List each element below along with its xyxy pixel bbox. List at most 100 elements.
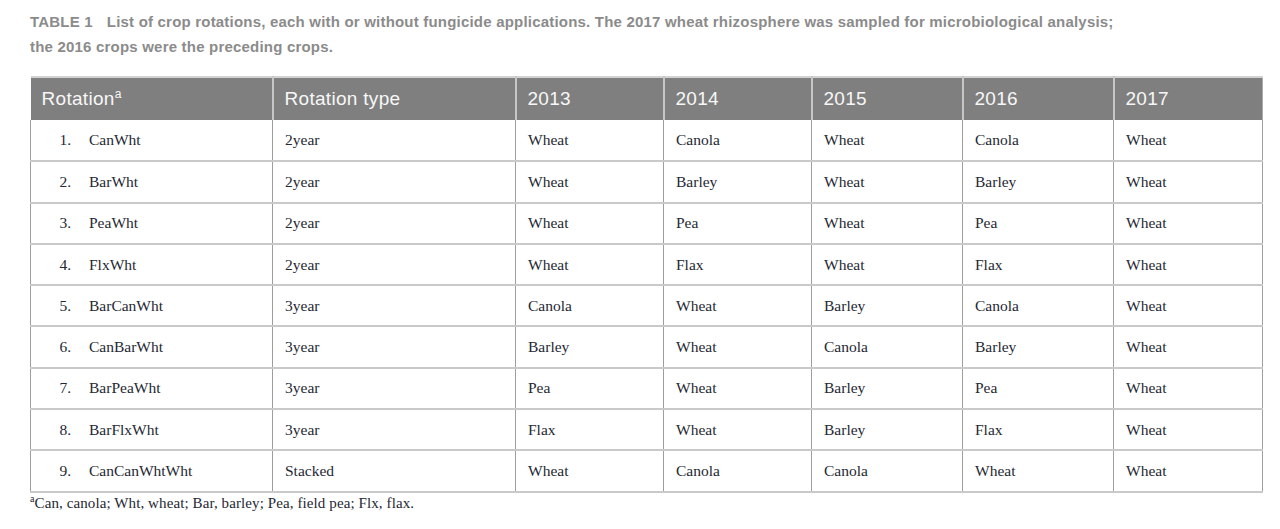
row-number: 1. bbox=[31, 131, 71, 149]
cell-2013: Flax bbox=[516, 409, 664, 450]
cell-2017: Wheat bbox=[1114, 120, 1263, 161]
cell-2014: Wheat bbox=[664, 368, 812, 409]
table-caption-label: TABLE 1 bbox=[30, 13, 93, 30]
rotation-type-cell: 2year bbox=[273, 244, 516, 285]
rotation-name: BarPeaWht bbox=[71, 379, 160, 396]
cell-2016: Pea bbox=[963, 203, 1114, 244]
rotation-cell: 8.BarFlxWht bbox=[31, 409, 273, 450]
cell-2016: Wheat bbox=[963, 450, 1114, 491]
cell-2016: Pea bbox=[963, 368, 1114, 409]
cell-2013: Pea bbox=[516, 368, 664, 409]
cell-2016: Flax bbox=[963, 244, 1114, 285]
rotation-type-cell: 3year bbox=[273, 368, 516, 409]
cell-2013: Wheat bbox=[516, 244, 664, 285]
cell-2015: Canola bbox=[812, 326, 963, 367]
table-row: 3.PeaWht 2year Wheat Pea Wheat Pea Wheat bbox=[31, 203, 1263, 244]
cell-2017: Wheat bbox=[1114, 161, 1263, 202]
cell-2016: Flax bbox=[963, 409, 1114, 450]
cell-2016: Barley bbox=[963, 161, 1114, 202]
cell-2016: Canola bbox=[963, 285, 1114, 326]
cell-2013: Wheat bbox=[516, 161, 664, 202]
rotation-cell: 7.BarPeaWht bbox=[31, 368, 273, 409]
rotation-name: CanWht bbox=[71, 131, 141, 148]
cell-2013: Wheat bbox=[516, 450, 664, 491]
cell-2017: Wheat bbox=[1114, 203, 1263, 244]
rotation-superscript: a bbox=[115, 87, 122, 101]
cell-2014: Canola bbox=[664, 450, 812, 491]
rotation-name: BarFlxWht bbox=[71, 421, 159, 438]
row-number: 9. bbox=[31, 462, 71, 480]
cell-2017: Wheat bbox=[1114, 244, 1263, 285]
table-row: 2.BarWht 2year Wheat Barley Wheat Barley… bbox=[31, 161, 1263, 202]
rotation-cell: 1.CanWht bbox=[31, 120, 273, 161]
cell-2017: Wheat bbox=[1114, 409, 1263, 450]
cell-2016: Barley bbox=[963, 326, 1114, 367]
table-caption-line1: TABLE 1List of crop rotations, each with… bbox=[30, 9, 1245, 34]
rotation-name: CanCanWhtWht bbox=[71, 462, 192, 479]
rotation-type-cell: 2year bbox=[273, 203, 516, 244]
rotation-name: CanBarWht bbox=[71, 338, 163, 355]
cell-2013: Wheat bbox=[516, 120, 664, 161]
rotation-type-cell: 2year bbox=[273, 161, 516, 202]
cell-2014: Flax bbox=[664, 244, 812, 285]
cell-2013: Barley bbox=[516, 326, 664, 367]
cell-2015: Barley bbox=[812, 409, 963, 450]
rotation-cell: 9.CanCanWhtWht bbox=[31, 450, 273, 491]
cell-2014: Barley bbox=[664, 161, 812, 202]
column-header-2016: 2016 bbox=[963, 77, 1114, 120]
table-row: 4.FlxWht 2year Wheat Flax Wheat Flax Whe… bbox=[31, 244, 1263, 285]
rotation-cell: 3.PeaWht bbox=[31, 203, 273, 244]
rotation-name: BarWht bbox=[71, 173, 138, 190]
table-row: 9.CanCanWhtWht Stacked Wheat Canola Cano… bbox=[31, 450, 1263, 491]
rotation-cell: 4.FlxWht bbox=[31, 244, 273, 285]
row-number: 7. bbox=[31, 379, 71, 397]
cell-2017: Wheat bbox=[1114, 326, 1263, 367]
column-header-2017: 2017 bbox=[1114, 77, 1263, 120]
cell-2014: Wheat bbox=[664, 409, 812, 450]
table-caption: TABLE 1List of crop rotations, each with… bbox=[30, 9, 1245, 59]
cell-2015: Wheat bbox=[812, 120, 963, 161]
table-caption-line2: the 2016 crops were the preceding crops. bbox=[30, 34, 1245, 59]
cell-2014: Pea bbox=[664, 203, 812, 244]
cell-2013: Canola bbox=[516, 285, 664, 326]
cell-2016: Canola bbox=[963, 120, 1114, 161]
table-row: 8.BarFlxWht 3year Flax Wheat Barley Flax… bbox=[31, 409, 1263, 450]
rotation-type-cell: 3year bbox=[273, 326, 516, 367]
rotation-cell: 6.CanBarWht bbox=[31, 326, 273, 367]
row-number: 6. bbox=[31, 338, 71, 356]
row-number: 4. bbox=[31, 256, 71, 274]
rotation-type-cell: Stacked bbox=[273, 450, 516, 491]
cell-2015: Wheat bbox=[812, 203, 963, 244]
cell-2017: Wheat bbox=[1114, 368, 1263, 409]
cell-2013: Wheat bbox=[516, 203, 664, 244]
column-header-rotation-label: Rotation bbox=[42, 88, 115, 109]
rotation-type-cell: 2year bbox=[273, 120, 516, 161]
table-row: 6.CanBarWht 3year Barley Wheat Canola Ba… bbox=[31, 326, 1263, 367]
rotation-cell: 2.BarWht bbox=[31, 161, 273, 202]
column-header-rotation: Rotationa bbox=[31, 77, 273, 120]
table-row: 7.BarPeaWht 3year Pea Wheat Barley Pea W… bbox=[31, 368, 1263, 409]
cell-2015: Barley bbox=[812, 285, 963, 326]
row-number: 5. bbox=[31, 297, 71, 315]
rotation-type-cell: 3year bbox=[273, 409, 516, 450]
table-footnote: aCan, canola; Wht, wheat; Bar, barley; P… bbox=[30, 495, 414, 512]
rotation-name: PeaWht bbox=[71, 214, 138, 231]
rotation-name: BarCanWht bbox=[71, 297, 163, 314]
footnote-text: Can, canola; Wht, wheat; Bar, barley; Pe… bbox=[35, 495, 415, 511]
cell-2015: Barley bbox=[812, 368, 963, 409]
cell-2014: Wheat bbox=[664, 326, 812, 367]
column-header-2014: 2014 bbox=[664, 77, 812, 120]
cell-2015: Wheat bbox=[812, 161, 963, 202]
table-row: 1.CanWht 2year Wheat Canola Wheat Canola… bbox=[31, 120, 1263, 161]
table-row: 5.BarCanWht 3year Canola Wheat Barley Ca… bbox=[31, 285, 1263, 326]
cell-2014: Canola bbox=[664, 120, 812, 161]
cell-2014: Wheat bbox=[664, 285, 812, 326]
column-header-2013: 2013 bbox=[516, 77, 664, 120]
cell-2017: Wheat bbox=[1114, 285, 1263, 326]
paper-table-figure: TABLE 1List of crop rotations, each with… bbox=[0, 0, 1280, 529]
rotation-cell: 5.BarCanWht bbox=[31, 285, 273, 326]
rotation-name: FlxWht bbox=[71, 256, 136, 273]
crop-rotation-table: Rotationa Rotation type 2013 2014 2015 2… bbox=[30, 76, 1263, 493]
cell-2015: Canola bbox=[812, 450, 963, 491]
row-number: 3. bbox=[31, 214, 71, 232]
